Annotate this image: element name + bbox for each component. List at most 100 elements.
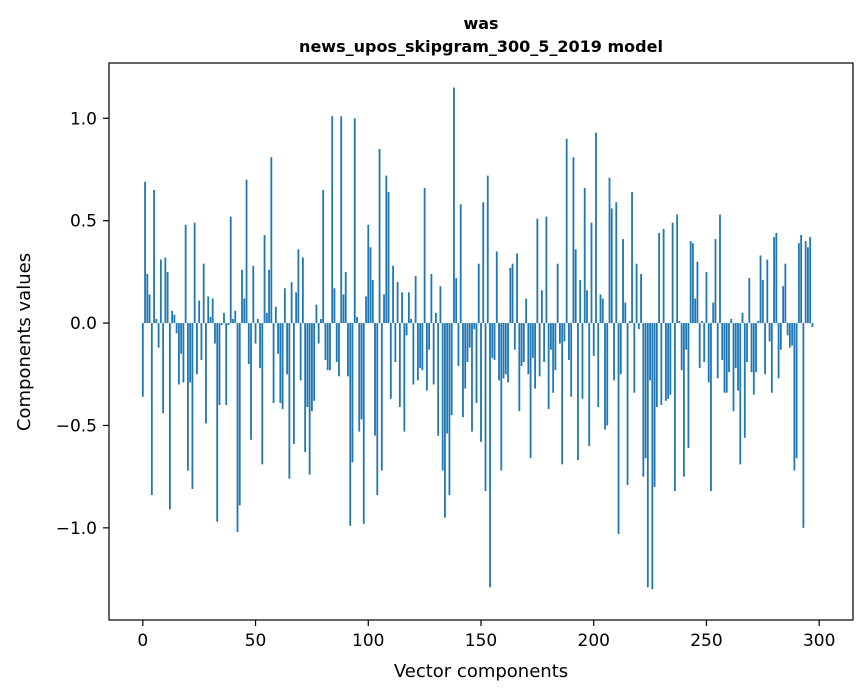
bar-component-20	[187, 323, 189, 471]
bar-component-248	[701, 321, 703, 324]
bar-component-146	[471, 323, 473, 432]
bar-component-250	[705, 271, 708, 324]
bar-component-62	[281, 323, 284, 410]
bar-component-193	[577, 323, 579, 461]
bar-component-132	[439, 286, 442, 324]
bar-component-23	[193, 222, 196, 324]
bar-component-65	[288, 323, 291, 479]
bar-component-82	[326, 323, 329, 371]
bar-component-182	[552, 323, 555, 393]
bar-component-200	[592, 323, 595, 356]
bar-component-251	[707, 323, 710, 383]
bar-component-252	[710, 323, 712, 491]
bar-component-34	[218, 323, 221, 405]
bar-component-240	[683, 323, 685, 477]
bar-component-196	[583, 187, 586, 324]
bar-component-107	[383, 294, 385, 324]
bar-component-221	[640, 273, 642, 324]
bar-component-186	[561, 323, 564, 465]
bar-component-273	[757, 321, 760, 324]
bar-component-52	[259, 323, 261, 369]
x-tick-label: 200	[578, 631, 610, 651]
bar-component-79	[320, 318, 322, 324]
bar-component-83	[329, 323, 331, 371]
x-axis-label: Vector components	[394, 661, 568, 682]
bar-component-49	[252, 265, 255, 324]
bar-component-60	[277, 323, 279, 354]
bar-component-88	[340, 116, 343, 324]
bar-component-129	[432, 323, 435, 385]
bar-component-3	[148, 294, 151, 324]
bar-component-209	[613, 323, 615, 381]
bar-component-0	[141, 323, 144, 397]
bar-component-197	[586, 290, 588, 324]
bar-component-26	[200, 323, 203, 360]
bar-component-207	[608, 177, 611, 324]
bar-component-95	[356, 316, 358, 324]
x-tick-label: 100	[352, 631, 384, 651]
bar-component-256	[719, 214, 721, 324]
bar-component-47	[247, 323, 250, 365]
bar-component-51	[256, 318, 259, 324]
bar-component-29	[207, 296, 210, 324]
bar-component-208	[610, 208, 613, 324]
bar-component-93	[351, 323, 354, 463]
bar-component-191	[572, 157, 575, 324]
bar-component-138	[453, 87, 455, 324]
bar-component-206	[606, 323, 609, 426]
bar-component-231	[662, 228, 665, 324]
bar-component-239	[680, 323, 683, 371]
bar-component-76	[313, 323, 316, 401]
chart-title-line-2: news_upos_skipgram_300_5_2019 model	[299, 37, 663, 56]
bar-component-172	[529, 323, 532, 459]
bar-component-288	[791, 323, 794, 346]
bar-component-112	[394, 323, 397, 362]
bar-component-5	[153, 189, 155, 324]
bar-component-289	[793, 323, 796, 471]
bar-component-30	[209, 316, 212, 324]
bar-component-102	[371, 280, 374, 324]
bar-component-119	[410, 318, 413, 324]
bar-component-85	[333, 288, 336, 324]
bar-component-263	[734, 323, 737, 369]
bar-component-123	[419, 323, 422, 369]
bar-component-265	[739, 323, 742, 465]
bar-component-278	[768, 323, 771, 342]
bar-component-185	[559, 323, 561, 344]
bar-component-214	[624, 302, 627, 324]
bar-component-189	[568, 323, 570, 360]
bar-component-114	[398, 323, 401, 408]
bar-component-228	[655, 323, 658, 408]
bar-component-219	[635, 263, 638, 324]
bar-component-15	[175, 323, 178, 334]
bar-component-72	[304, 323, 307, 453]
bar-component-24	[196, 323, 198, 375]
x-axis: 0 50 100 150 200 250 300	[137, 620, 835, 651]
bar-component-126	[425, 323, 428, 391]
bar-component-108	[385, 175, 388, 324]
bar-component-243	[689, 241, 692, 324]
bar-component-130	[435, 312, 437, 324]
bar-component-81	[324, 323, 327, 360]
bar-component-266	[741, 312, 744, 324]
bar-component-113	[396, 282, 399, 324]
bar-component-125	[423, 187, 426, 324]
bar-component-21	[189, 323, 192, 383]
bar-component-10	[164, 257, 167, 324]
y-axis: −1.0 −0.5 0.0 0.5 1.0	[56, 109, 109, 539]
y-tick-label: −0.5	[56, 416, 97, 436]
bar-component-225	[649, 323, 651, 381]
bar-component-61	[279, 323, 282, 403]
bar-component-254	[714, 239, 717, 324]
bar-component-169	[522, 323, 525, 362]
bar-component-272	[755, 323, 757, 373]
bar-component-39	[229, 216, 232, 324]
bar-component-50	[254, 323, 257, 344]
bar-component-33	[216, 323, 219, 522]
bar-component-27	[202, 263, 205, 324]
bar-component-281	[775, 232, 778, 324]
bar-component-28	[205, 323, 207, 424]
bar-component-143	[464, 323, 467, 389]
bar-component-56	[268, 269, 270, 324]
bar-component-192	[574, 249, 577, 324]
